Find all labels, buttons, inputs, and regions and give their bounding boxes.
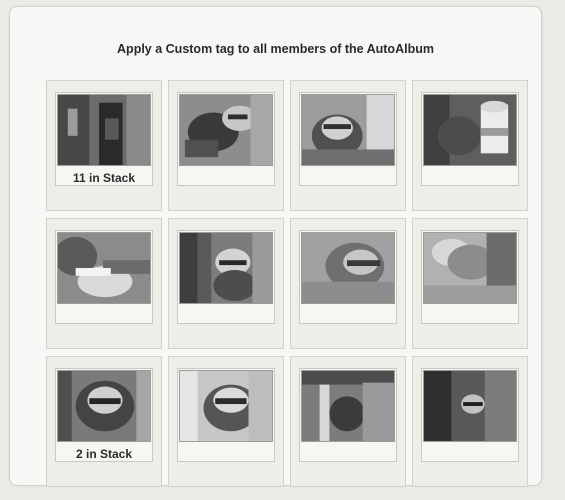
raccoon-photo-icon	[180, 95, 272, 165]
raccoon-photo-icon	[302, 95, 394, 165]
thumbnail-frame	[421, 92, 519, 186]
stack-count-label: 11 in Stack	[72, 171, 136, 185]
photo-thumbnail[interactable]	[423, 94, 517, 166]
raccoon-photo-icon	[180, 233, 272, 303]
photo-thumbnail[interactable]	[301, 232, 395, 304]
thumbnail-frame	[55, 230, 153, 324]
page-title: Apply a Custom tag to all members of the…	[117, 42, 434, 56]
raccoon-photo-icon	[424, 233, 516, 303]
photo-thumbnail[interactable]	[179, 232, 273, 304]
thumbnail-frame	[421, 230, 519, 324]
photo-thumbnail[interactable]	[57, 370, 151, 442]
photo-cell[interactable]	[412, 218, 528, 349]
raccoon-photo-icon	[302, 233, 394, 303]
raccoon-photo-icon	[180, 371, 272, 441]
thumbnail-frame	[421, 368, 519, 462]
raccoon-photo-icon	[58, 371, 150, 441]
raccoon-photo-icon	[58, 95, 150, 165]
photo-thumbnail[interactable]	[423, 232, 517, 304]
photo-thumbnail[interactable]	[301, 94, 395, 166]
photo-grid: 11 in Stack	[46, 80, 530, 500]
photo-cell[interactable]	[168, 218, 284, 349]
thumbnail-frame	[299, 230, 397, 324]
raccoon-photo-icon	[424, 371, 516, 441]
photo-cell[interactable]	[412, 80, 528, 211]
raccoon-photo-icon	[424, 95, 516, 165]
thumbnail-frame	[177, 368, 275, 462]
photo-thumbnail[interactable]	[57, 94, 151, 166]
photo-thumbnail[interactable]	[179, 370, 273, 442]
photo-thumbnail[interactable]	[301, 370, 395, 442]
photo-cell[interactable]	[290, 356, 406, 487]
photo-cell[interactable]: 2 in Stack	[46, 356, 162, 487]
stack-count-label: 2 in Stack	[75, 447, 133, 461]
raccoon-photo-icon	[302, 371, 394, 441]
thumbnail-frame	[299, 92, 397, 186]
hand-cup-photo-icon	[58, 233, 150, 303]
photo-cell[interactable]: 11 in Stack	[46, 80, 162, 211]
photo-cell[interactable]	[290, 218, 406, 349]
photo-cell[interactable]	[168, 80, 284, 211]
photo-cell[interactable]	[412, 356, 528, 487]
thumbnail-frame: 11 in Stack	[55, 92, 153, 186]
photo-thumbnail[interactable]	[57, 232, 151, 304]
photo-thumbnail[interactable]	[423, 370, 517, 442]
thumbnail-frame	[177, 92, 275, 186]
photo-cell[interactable]	[290, 80, 406, 211]
thumbnail-frame: 2 in Stack	[55, 368, 153, 462]
thumbnail-frame	[299, 368, 397, 462]
photo-cell[interactable]	[168, 356, 284, 487]
thumbnail-frame	[177, 230, 275, 324]
photo-thumbnail[interactable]	[179, 94, 273, 166]
photo-cell[interactable]	[46, 218, 162, 349]
autoalbum-panel: Apply a Custom tag to all members of the…	[9, 6, 542, 487]
